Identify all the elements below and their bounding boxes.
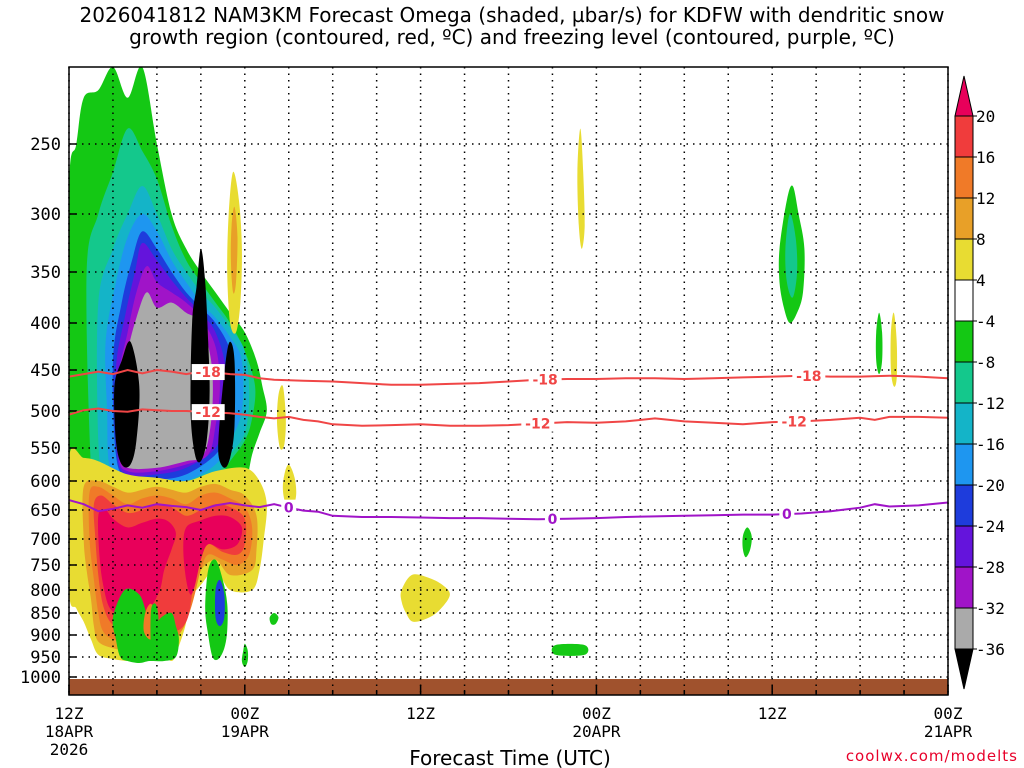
colorbar-swatch-12	[954, 566, 974, 609]
omega-area-a8	[119, 292, 213, 470]
colorbar-label-12: -32	[976, 599, 1005, 618]
colorbar-swatch-1	[954, 115, 974, 158]
contour-label-2-2: 0	[782, 507, 792, 523]
colorbar-swatch-3	[954, 197, 974, 240]
omega-area-a31	[551, 643, 589, 656]
colorbar-swatch-10	[954, 484, 974, 527]
pressure-axis: 2503003504004505005506006507007508008509…	[20, 135, 76, 688]
omega-area-a35	[875, 312, 883, 375]
omega-area-a22	[150, 603, 159, 657]
y-tick-label-550: 550	[30, 439, 61, 459]
omega-area-a32	[742, 527, 752, 558]
x-tick-label-0-0: 12Z	[55, 704, 84, 723]
contour-label-1-1: -12	[525, 417, 550, 433]
colorbar-bottom-arrow	[954, 648, 974, 690]
colorbar-swatch-7	[954, 361, 974, 404]
colorbar-label-13: -36	[976, 640, 1005, 659]
contour-label-bg-1-0	[191, 404, 225, 421]
x-tick-label-12-0: 00Z	[230, 704, 259, 723]
x-axis-label: Forecast Time (UTC)	[409, 746, 611, 768]
y-tick-label-1000: 1000	[20, 668, 61, 688]
omega-area-a30	[577, 128, 585, 249]
colorbar-label-10: -24	[976, 517, 1005, 536]
omega-colorbar: 20 16 12 8 4 -4 -8 -12 -16 -20 -24 -28 -32 -36	[954, 75, 1005, 690]
omega-area-a29	[400, 574, 450, 622]
contour-label-bg-1-2	[777, 413, 811, 430]
colorbar-label-6: -8	[976, 353, 995, 372]
colorbar-swatch-13	[954, 607, 974, 650]
y-tick-label-600: 600	[30, 472, 61, 492]
y-tick-label-750: 750	[30, 556, 61, 576]
contour-label-bg-2-1	[544, 510, 560, 527]
colorbar-label-0: 20	[976, 107, 995, 126]
y-tick-label-300: 300	[30, 205, 61, 225]
contour-label-bg-2-0	[281, 499, 297, 516]
x-tick-label-0-1: 18APR	[45, 722, 94, 741]
contour-label-bg-2-2	[779, 506, 795, 523]
chart-title-line-1: 2026041812 NAM3KM Forecast Omega (shaded…	[79, 3, 945, 27]
colorbar-label-11: -28	[976, 558, 1005, 577]
contour-label-2-1: 0	[548, 512, 558, 528]
y-tick-label-650: 650	[30, 501, 61, 521]
x-tick-label-36-0: 00Z	[582, 704, 611, 723]
colorbar-swatch-5	[954, 279, 974, 322]
omega-area-a27	[269, 613, 279, 625]
x-tick-label-24-0: 12Z	[406, 704, 435, 723]
colorbar-top-arrow	[954, 75, 974, 117]
credit-link[interactable]: coolwx.com/modelts	[846, 747, 1018, 765]
colorbar-swatch-6	[954, 320, 974, 363]
contour-label-2-0: 0	[284, 501, 294, 517]
contour-label-bg-1-1	[521, 415, 555, 432]
omega-area-a36	[890, 312, 898, 387]
colorbar-swatch-9	[954, 443, 974, 486]
colorbar-label-4: 4	[976, 271, 986, 290]
omega-area-a21	[214, 579, 225, 627]
colorbar-label-7: -12	[976, 394, 1005, 413]
y-tick-label-850: 850	[30, 604, 61, 624]
omega-area-a34	[785, 213, 798, 298]
y-tick-label-700: 700	[30, 530, 61, 550]
contour-label-1-2: -12	[782, 415, 807, 431]
isotherm-contour-layer: -18 -18 -18 -12 -12 -12 0 0 0	[69, 364, 948, 528]
x-tick-label-0-2: 2026	[50, 740, 89, 759]
contour-label-0-1: -18	[532, 373, 557, 389]
colorbar-label-5: -4	[976, 312, 995, 331]
omega-area-a28	[241, 643, 249, 667]
y-tick-label-250: 250	[30, 135, 61, 155]
y-tick-label-500: 500	[30, 402, 61, 422]
x-tick-label-12-1: 19APR	[221, 722, 270, 741]
colorbar-swatch-2	[954, 156, 974, 199]
omega-area-a26	[282, 464, 297, 511]
contour-label-bg-0-1	[528, 371, 562, 388]
x-tick-label-60-0: 00Z	[934, 704, 963, 723]
contour-label-1-0: -12	[196, 405, 221, 421]
y-tick-label-950: 950	[30, 648, 61, 668]
contour-label-0-0: -18	[196, 365, 221, 381]
x-tick-label-60-1: 21APR	[924, 722, 973, 741]
contour-line-0	[69, 368, 948, 386]
y-tick-label-350: 350	[30, 263, 61, 283]
colorbar-label-9: -20	[976, 476, 1005, 495]
y-tick-label-400: 400	[30, 314, 61, 334]
y-tick-label-900: 900	[30, 626, 61, 646]
colorbar-swatch-8	[954, 402, 974, 445]
x-tick-label-36-1: 20APR	[572, 722, 621, 741]
contour-label-bg-0-2	[792, 367, 826, 384]
x-tick-label-48-0: 12Z	[758, 704, 787, 723]
colorbar-label-1: 16	[976, 148, 995, 167]
y-tick-label-450: 450	[30, 361, 61, 381]
contour-label-bg-0-0	[191, 364, 225, 381]
y-tick-label-800: 800	[30, 581, 61, 601]
omega-area-a16	[97, 509, 176, 618]
colorbar-label-8: -16	[976, 435, 1005, 454]
chart-title-line-2: growth region (contoured, red, ºC) and f…	[129, 25, 895, 49]
omega-area-a17	[183, 515, 243, 595]
colorbar-swatch-4	[954, 238, 974, 281]
colorbar-label-2: 12	[976, 189, 995, 208]
contour-label-0-2: -18	[796, 369, 821, 385]
colorbar-swatch-11	[954, 525, 974, 568]
colorbar-label-3: 8	[976, 230, 986, 249]
